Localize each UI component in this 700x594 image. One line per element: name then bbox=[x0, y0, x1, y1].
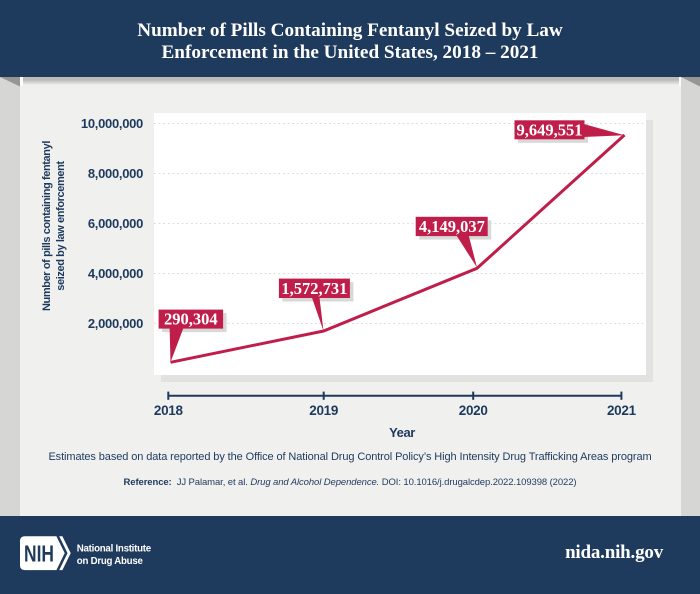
svg-text:290,304: 290,304 bbox=[164, 310, 218, 329]
svg-text:NIH: NIH bbox=[24, 541, 54, 567]
svg-text:9,649,551: 9,649,551 bbox=[517, 120, 583, 139]
svg-text:National Institute: National Institute bbox=[77, 544, 152, 555]
svg-text:1,572,731: 1,572,731 bbox=[281, 279, 347, 298]
svg-text:4,149,037: 4,149,037 bbox=[419, 217, 485, 236]
svg-text:on Drug Abuse: on Drug Abuse bbox=[77, 556, 144, 567]
svg-text:nida.nih.gov: nida.nih.gov bbox=[565, 542, 664, 563]
